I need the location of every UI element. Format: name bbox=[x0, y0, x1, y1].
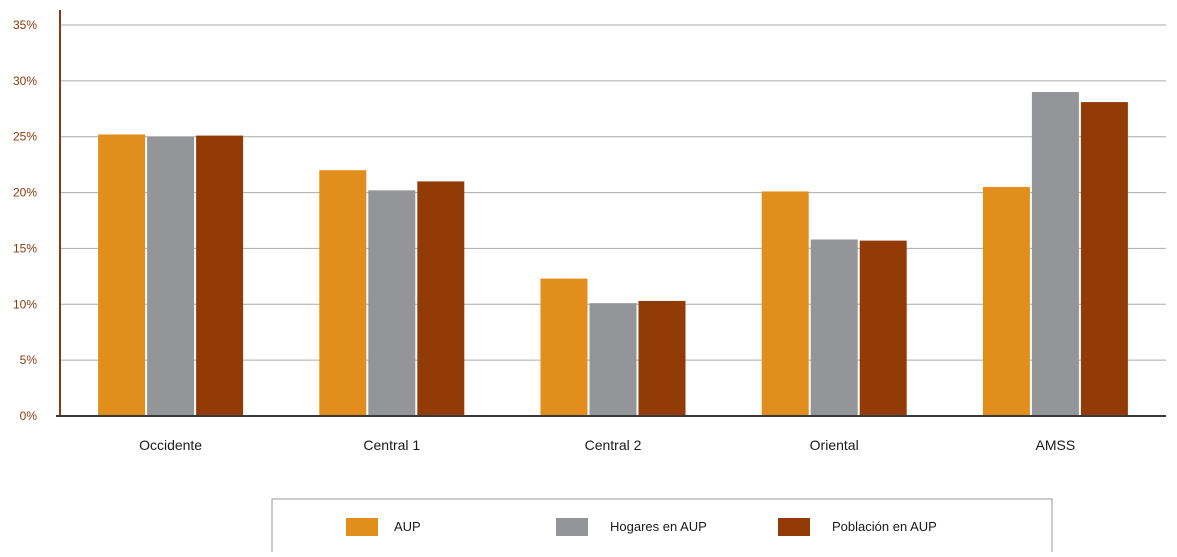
bar bbox=[540, 278, 588, 416]
y-tick-label: 10% bbox=[13, 297, 37, 311]
bar bbox=[859, 240, 907, 416]
x-tick-label: Occidente bbox=[139, 437, 202, 453]
bar bbox=[368, 190, 416, 416]
y-tick-label: 5% bbox=[20, 353, 38, 367]
bar bbox=[1031, 92, 1079, 417]
legend: AUP Hogares en AUP Población en AUP bbox=[271, 498, 1053, 554]
bar bbox=[982, 186, 1030, 416]
bar bbox=[319, 170, 367, 416]
x-tick-label: Oriental bbox=[810, 437, 859, 453]
bar bbox=[589, 303, 637, 416]
bar bbox=[810, 239, 858, 416]
bar bbox=[761, 191, 809, 416]
x-tick-label: AMSS bbox=[1036, 437, 1076, 453]
legend-swatch bbox=[778, 518, 810, 536]
legend-label: Hogares en AUP bbox=[610, 519, 707, 534]
bar bbox=[98, 134, 146, 417]
gridlines bbox=[60, 24, 1166, 361]
x-tick-label: Central 2 bbox=[585, 437, 642, 453]
legend-label: Población en AUP bbox=[832, 519, 937, 534]
bar bbox=[638, 300, 686, 416]
legend-swatch bbox=[346, 518, 378, 536]
y-tick-label: 25% bbox=[13, 130, 37, 144]
y-tick-labels: 0% 5% 10% 15% 20% 25% 30% 35% bbox=[13, 18, 37, 423]
y-tick-label: 20% bbox=[13, 186, 37, 200]
x-tick-labels: Occidente Central 1 Central 2 Oriental AMSS bbox=[139, 437, 1075, 453]
y-tick-label: 15% bbox=[13, 241, 37, 255]
y-tick-label: 30% bbox=[13, 74, 37, 88]
axes bbox=[56, 10, 1166, 417]
y-tick-label: 35% bbox=[13, 18, 37, 32]
legend-box bbox=[271, 498, 1053, 554]
bar bbox=[1080, 102, 1128, 416]
x-tick-label: Central 1 bbox=[363, 437, 420, 453]
bars bbox=[98, 92, 1128, 417]
y-tick-label: 0% bbox=[20, 409, 38, 423]
bar bbox=[196, 135, 244, 416]
bar bbox=[417, 181, 465, 416]
legend-swatch bbox=[556, 518, 588, 536]
bar bbox=[147, 136, 195, 416]
legend-label: AUP bbox=[394, 519, 421, 534]
